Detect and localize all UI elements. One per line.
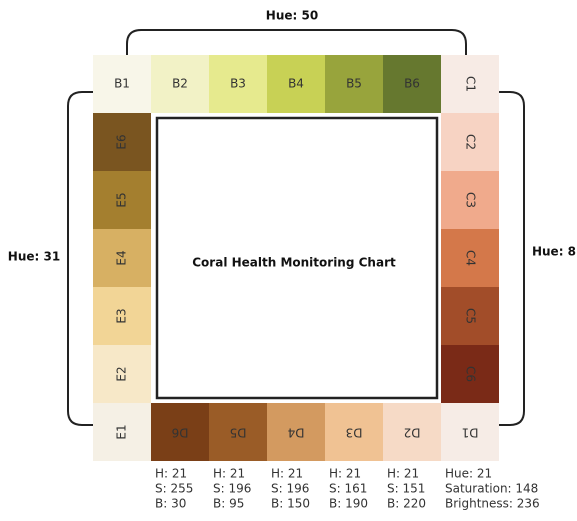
cell-label: E4 xyxy=(115,250,129,265)
cell-label: B2 xyxy=(172,77,188,91)
hue-label: Hue: 31 xyxy=(8,250,60,264)
cell-label: C5 xyxy=(464,308,478,324)
color-cell xyxy=(441,229,499,287)
color-cell xyxy=(93,229,151,287)
cell-label: C2 xyxy=(464,134,478,150)
info-text: B: 220 xyxy=(387,497,426,511)
color-cell xyxy=(93,55,151,113)
cell-label: E2 xyxy=(115,366,129,381)
info-text: H: 21 xyxy=(387,467,419,481)
cell-label: D3 xyxy=(346,426,363,440)
color-cell xyxy=(441,287,499,345)
color-cell xyxy=(441,171,499,229)
info-text: H: 21 xyxy=(271,467,303,481)
info-text: H: 21 xyxy=(155,467,187,481)
color-cell xyxy=(93,113,151,171)
cell-label: B4 xyxy=(288,77,304,91)
color-cell xyxy=(267,55,325,113)
cell-label: B6 xyxy=(404,77,420,91)
info-text: B: 190 xyxy=(329,497,368,511)
color-cell xyxy=(441,113,499,171)
info-text: S: 196 xyxy=(271,482,309,496)
color-cell xyxy=(151,55,209,113)
color-cell xyxy=(383,55,441,113)
hue-label: Hue: 50 xyxy=(266,9,318,23)
center-title: Coral Health Monitoring Chart xyxy=(192,256,396,270)
color-cell xyxy=(93,345,151,403)
color-cell xyxy=(441,345,499,403)
info-text: S: 161 xyxy=(329,482,367,496)
color-cell xyxy=(93,403,151,461)
cell-label: D2 xyxy=(404,426,421,440)
info-text: B: 150 xyxy=(271,497,310,511)
right-bracket xyxy=(499,91,525,426)
color-cell xyxy=(325,403,383,461)
cell-label: D1 xyxy=(462,426,479,440)
cell-label: C1 xyxy=(464,76,478,92)
cell-label: E1 xyxy=(115,424,129,439)
cell-label: D5 xyxy=(230,426,247,440)
info-text: S: 255 xyxy=(155,482,193,496)
cell-label: E3 xyxy=(115,308,129,323)
info-text: H: 21 xyxy=(329,467,361,481)
hue-label: Hue: 8 xyxy=(532,245,576,259)
cell-label: D6 xyxy=(172,426,189,440)
color-cell xyxy=(209,403,267,461)
top-bracket xyxy=(126,29,467,55)
color-cell xyxy=(93,171,151,229)
color-cell xyxy=(441,55,499,113)
center-box xyxy=(155,116,439,400)
info-text: B: 30 xyxy=(155,497,186,511)
info-text: Hue: 21 xyxy=(445,467,492,481)
color-cell xyxy=(209,55,267,113)
color-cell xyxy=(441,403,499,461)
color-cell xyxy=(93,287,151,345)
color-cell xyxy=(267,403,325,461)
cell-label: B1 xyxy=(114,77,130,91)
info-text: B: 95 xyxy=(213,497,244,511)
color-cell xyxy=(151,403,209,461)
color-cell xyxy=(383,403,441,461)
info-text: Brightness: 236 xyxy=(445,497,540,511)
cell-label: B5 xyxy=(346,77,362,91)
info-text: Saturation: 148 xyxy=(445,482,538,496)
cell-label: E5 xyxy=(115,192,129,207)
info-text: H: 21 xyxy=(213,467,245,481)
left-bracket xyxy=(67,91,93,426)
cell-label: C3 xyxy=(464,192,478,208)
cell-label: C6 xyxy=(464,366,478,382)
info-text: S: 196 xyxy=(213,482,251,496)
cell-label: C4 xyxy=(464,250,478,266)
cell-label: E6 xyxy=(115,134,129,149)
info-text: S: 151 xyxy=(387,482,425,496)
cell-label: D4 xyxy=(288,426,305,440)
cell-label: B3 xyxy=(230,77,246,91)
color-cell xyxy=(325,55,383,113)
